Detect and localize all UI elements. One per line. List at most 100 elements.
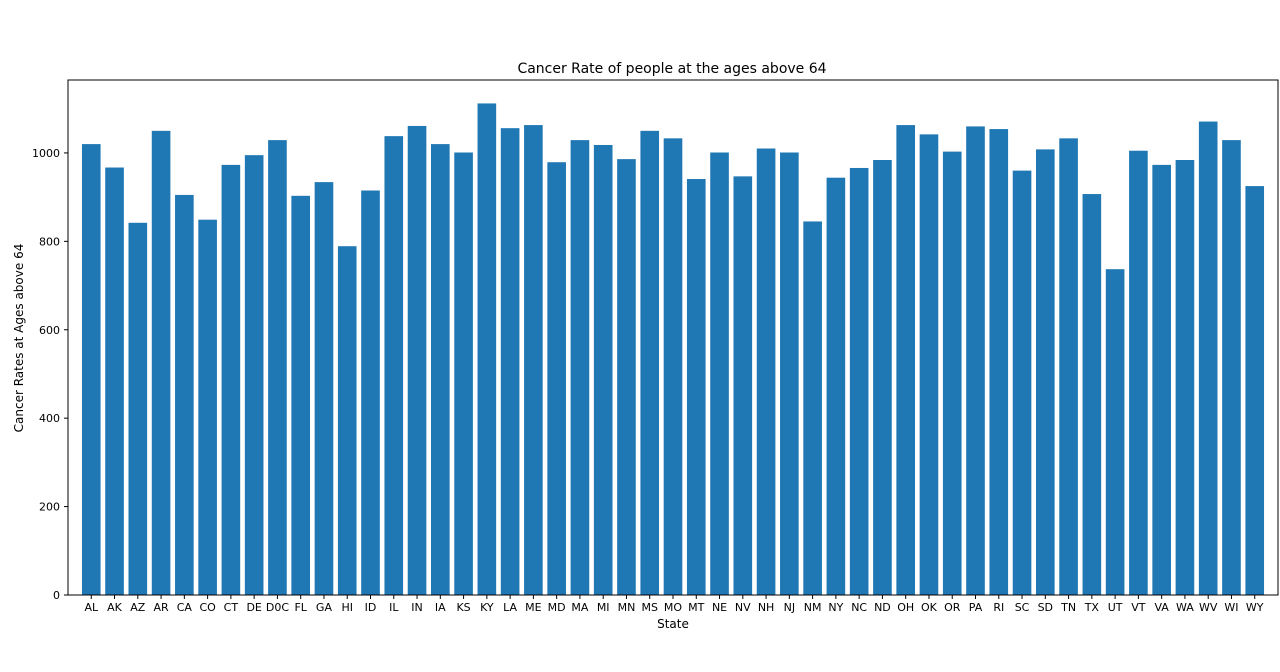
x-tick-label: NY [828,601,843,614]
bar-va [1152,164,1171,595]
x-tick-label: NC [851,601,867,614]
bar-ga [314,182,334,595]
x-tick-label: NH [758,601,775,614]
bar-sc [1012,170,1032,595]
bar-in [407,125,427,595]
bar-la [500,128,520,595]
bar-mn [617,159,636,595]
x-tick-label: WY [1246,601,1264,614]
x-tick-label: MT [688,601,704,614]
x-tick-label: ME [525,601,541,614]
bar-id [361,190,380,595]
bar-mo [663,138,683,595]
plot-frame [67,79,1279,596]
y-tick-label: 200 [39,501,60,514]
x-tick-label: PA [969,601,983,614]
bar-ct [221,164,241,595]
bar-wi [1222,140,1241,595]
bar-pa [966,126,985,596]
x-tick-label: MD [548,601,566,614]
x-tick-label: CT [224,601,239,614]
x-tick-label: CO [199,601,216,614]
bar-ms [640,130,660,595]
x-tick-label: AK [107,601,123,614]
y-tick-label: 400 [39,412,60,425]
bar-fl [291,195,310,595]
bar-ri [989,129,1009,595]
bar-d0c [268,140,287,595]
bar-ne [710,152,729,595]
bar-sd [1036,149,1055,595]
bar-mt [686,179,706,595]
x-axis-ticks: AL AK AZ AR CA CO CT DE D0C FL GA HI ID IL IN IA KS KY LA M… [84,595,1264,614]
x-tick-label: LA [503,601,517,614]
bar-ks [454,152,473,595]
y-tick-label: 800 [39,235,60,248]
bar-nj [780,152,799,595]
bar-ut [1105,269,1125,595]
x-tick-label: SD [1038,601,1053,614]
bar-md [547,162,566,595]
bar-me [524,125,543,595]
y-axis-title: Cancer Rates at Ages above 64 [12,244,26,433]
x-tick-label: KS [456,601,470,614]
x-tick-label: VT [1131,601,1146,614]
bar-vt [1129,150,1148,596]
x-tick-label: OK [921,601,938,614]
bars-group [81,103,1265,596]
x-tick-label: ID [365,601,377,614]
x-tick-label: WV [1199,601,1218,614]
bar-co [198,219,217,595]
x-tick-label: TX [1084,601,1100,614]
bar-ma [570,140,590,595]
x-tick-label: IA [435,601,446,614]
bar-nd [873,160,892,595]
x-tick-label: OH [897,601,914,614]
bar-ny [826,177,846,595]
x-tick-label: MS [641,601,657,614]
y-tick-label: 600 [39,324,60,337]
bar-ok [919,134,939,595]
bar-az [128,222,148,596]
x-tick-label: WA [1176,601,1194,614]
x-tick-label: DE [246,601,261,614]
x-tick-label: UT [1108,601,1123,614]
y-tick-label: 0 [53,589,60,602]
bar-hi [337,246,357,595]
bar-oh [896,125,915,595]
x-tick-label: AR [153,601,169,614]
bar-wv [1198,121,1218,596]
bar-nc [849,167,869,595]
bar-nm [803,221,822,595]
x-tick-label: MA [571,601,588,614]
bar-wy [1245,186,1265,595]
x-tick-label: OR [944,601,961,614]
x-tick-label: AZ [130,601,146,614]
x-tick-label: TN [1060,601,1076,614]
x-tick-label: NE [712,601,727,614]
x-tick-label: MO [664,601,682,614]
x-tick-label: D0C [266,601,289,614]
x-tick-label: NV [735,601,751,614]
x-tick-label: ND [874,601,891,614]
x-tick-label: IN [411,601,422,614]
x-tick-label: VA [1154,601,1169,614]
bar-ak [105,167,124,595]
bar-ca [175,194,194,595]
x-tick-label: KY [480,601,494,614]
bar-ky [477,103,497,596]
x-tick-label: FL [294,601,307,614]
x-tick-label: RI [993,601,1004,614]
bar-mi [593,144,613,596]
x-tick-label: CA [177,601,193,614]
chart-title: Cancer Rate of people at the ages above … [517,61,826,77]
x-tick-label: MI [597,601,610,614]
bar-tx [1082,194,1102,596]
x-axis-title: State [657,617,689,631]
bar-nv [733,176,753,595]
bar-ar [151,130,171,595]
x-tick-label: NM [804,601,822,614]
y-axis-ticks: 0 200 400 600 800 1000 [32,147,68,602]
bar-al [81,144,101,595]
